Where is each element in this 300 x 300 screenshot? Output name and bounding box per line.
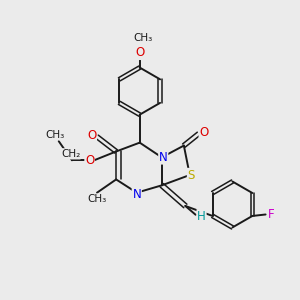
Text: O: O [199,126,208,139]
Text: CH₃: CH₃ [46,130,65,140]
Text: F: F [268,208,275,221]
Text: CH₃: CH₃ [87,194,106,204]
Text: H: H [197,210,206,223]
Text: S: S [188,169,195,182]
Text: CH₃: CH₃ [134,32,153,43]
Text: CH₂: CH₂ [61,149,80,159]
Text: N: N [159,151,168,164]
Text: N: N [132,188,141,201]
Text: O: O [135,46,144,59]
Text: O: O [87,129,96,142]
Text: O: O [85,154,94,167]
